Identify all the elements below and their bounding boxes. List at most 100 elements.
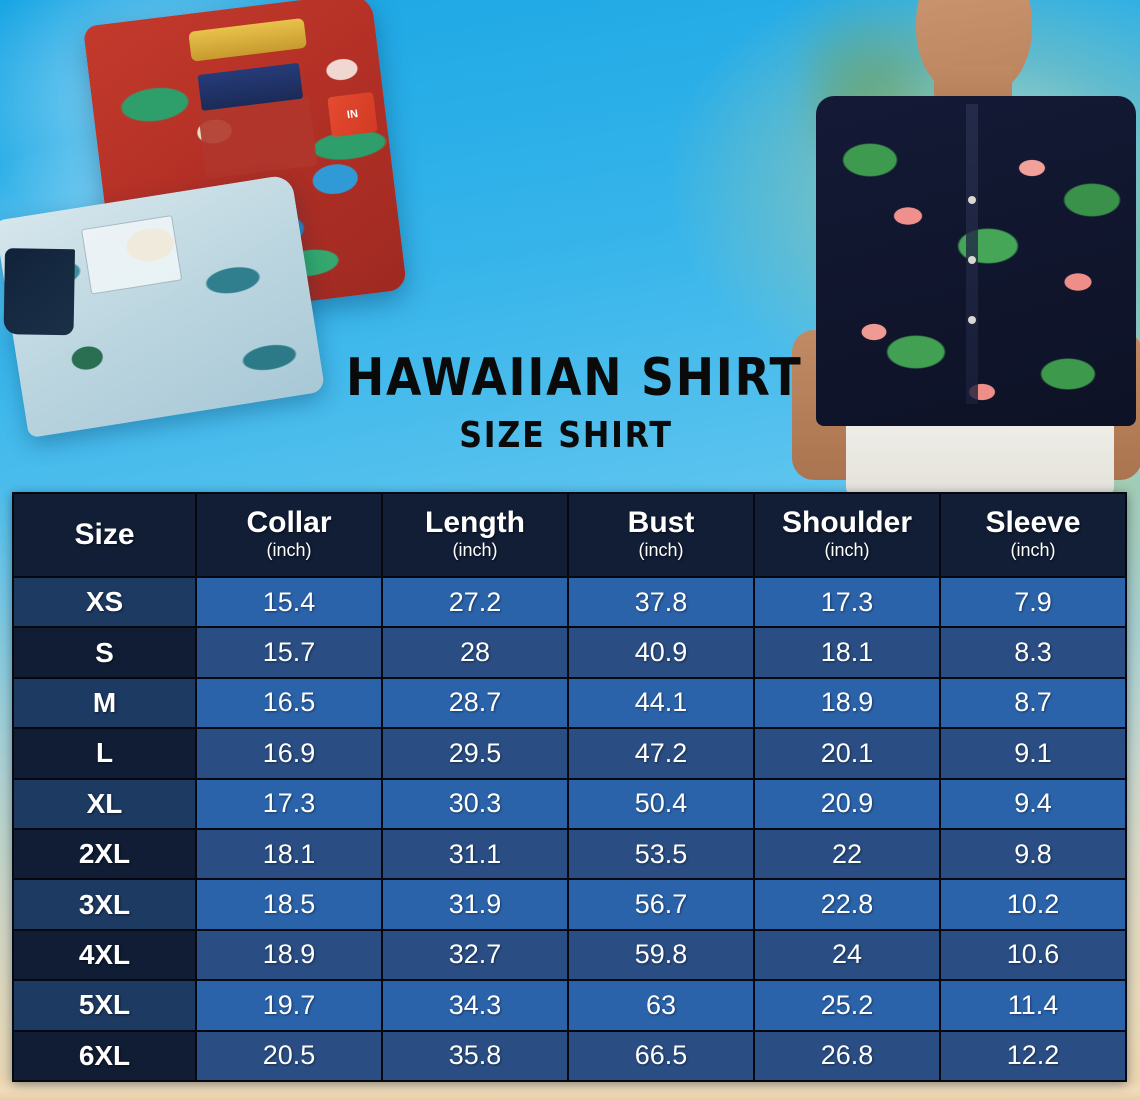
table-row: M 16.5 28.7 44.1 18.9 8.7 — [12, 676, 1127, 730]
header-unit: (inch) — [638, 540, 684, 560]
shoulder-cell: 22 — [753, 827, 941, 881]
title-main: HAWAIIAN SHIRT — [346, 348, 803, 408]
column-header-length: Length (inch) — [381, 492, 569, 578]
sleeve-cell: 10.6 — [939, 928, 1127, 982]
collar-cell: 18.9 — [195, 928, 383, 982]
length-cell: 28.7 — [381, 676, 569, 730]
header-label: Length — [425, 506, 525, 540]
header-unit: (inch) — [1010, 540, 1056, 560]
header-unit: (inch) — [824, 540, 870, 560]
length-cell: 28 — [381, 626, 569, 679]
shoulder-cell: 20.9 — [753, 777, 941, 830]
size-cell: 5XL — [12, 979, 197, 1032]
sleeve-cell: 8.3 — [939, 626, 1127, 679]
blue-hawaiian-shirt — [0, 173, 326, 439]
sleeve-cell: 7.9 — [939, 575, 1127, 629]
sleeve-cell: 11.4 — [939, 979, 1127, 1032]
bust-cell: 53.5 — [567, 827, 755, 881]
shoulder-cell: 20.1 — [753, 727, 941, 780]
header-label: Shoulder — [781, 506, 912, 540]
length-cell: 31.1 — [381, 827, 569, 881]
table-row: XS 15.4 27.2 37.8 17.3 7.9 — [12, 575, 1127, 629]
page-title: HAWAIIAN SHIRT SIZE SHIRT — [316, 352, 816, 454]
shoulder-cell: 18.1 — [753, 626, 941, 679]
bust-cell: 40.9 — [567, 626, 755, 679]
bust-cell: 47.2 — [567, 727, 755, 780]
bust-cell: 63 — [567, 979, 755, 1032]
size-cell: 3XL — [12, 878, 197, 931]
bust-cell: 44.1 — [567, 676, 755, 730]
length-cell: 35.8 — [381, 1029, 569, 1083]
column-header-collar: Collar (inch) — [195, 492, 383, 578]
shirt-collar-band — [188, 17, 308, 62]
sleeve-cell: 9.1 — [939, 727, 1127, 780]
table-row: 6XL 20.5 35.8 66.5 26.8 12.2 — [12, 1029, 1127, 1083]
table-header: Size Collar (inch) Length (inch) Bust (i… — [12, 492, 1127, 578]
header-unit: (inch) — [266, 540, 312, 560]
length-cell: 27.2 — [381, 575, 569, 629]
bust-cell: 59.8 — [567, 928, 755, 982]
table-row: S 15.7 28 40.9 18.1 8.3 — [12, 626, 1127, 679]
length-cell: 31.9 — [381, 878, 569, 931]
column-header-size: Size — [12, 492, 197, 578]
shoulder-cell: 24 — [753, 928, 941, 982]
table-row: XL 17.3 30.3 50.4 20.9 9.4 — [12, 777, 1127, 830]
size-cell: S — [12, 626, 197, 679]
header-unit: (inch) — [452, 540, 498, 560]
collar-cell: 19.7 — [195, 979, 383, 1032]
length-cell: 30.3 — [381, 777, 569, 830]
size-cell: 4XL — [12, 928, 197, 982]
sleeve-cell: 8.7 — [939, 676, 1127, 730]
table-row: 5XL 19.7 34.3 63 25.2 11.4 — [12, 979, 1127, 1032]
collar-cell: 18.5 — [195, 878, 383, 931]
bust-cell: 56.7 — [567, 878, 755, 931]
size-cell: XL — [12, 777, 197, 830]
header-label: Size — [74, 517, 135, 551]
shoulder-cell: 22.8 — [753, 878, 941, 931]
size-cell: M — [12, 676, 197, 730]
collar-cell: 18.1 — [195, 827, 383, 881]
collar-cell: 17.3 — [195, 777, 383, 830]
shirt-dark-fold — [3, 248, 76, 336]
header-row: Size Collar (inch) Length (inch) Bust (i… — [12, 492, 1127, 578]
table-row: L 16.9 29.5 47.2 20.1 9.1 — [12, 727, 1127, 780]
model-photo — [720, 0, 1140, 492]
title-sub: SIZE SHIRT — [459, 415, 673, 456]
header-label: Sleeve — [985, 506, 1081, 540]
collar-cell: 16.5 — [195, 676, 383, 730]
length-cell: 32.7 — [381, 928, 569, 982]
length-cell: 34.3 — [381, 979, 569, 1032]
size-cell: 6XL — [12, 1029, 197, 1083]
table-row: 4XL 18.9 32.7 59.8 24 10.6 — [12, 928, 1127, 982]
shirt-button-placket — [966, 104, 978, 404]
size-cell: L — [12, 727, 197, 780]
shirt-button — [968, 256, 976, 264]
column-header-bust: Bust (inch) — [567, 492, 755, 578]
shirt-pocket — [81, 215, 183, 295]
shoulder-cell: 26.8 — [753, 1029, 941, 1083]
collar-cell: 15.7 — [195, 626, 383, 679]
header-label: Bust — [627, 506, 695, 540]
sleeve-cell: 9.4 — [939, 777, 1127, 830]
collar-cell: 16.9 — [195, 727, 383, 780]
size-cell: XS — [12, 575, 197, 629]
sleeve-cell: 10.2 — [939, 878, 1127, 931]
shirt-price-tag: IN — [327, 91, 378, 138]
length-cell: 29.5 — [381, 727, 569, 780]
size-chart-table: Size Collar (inch) Length (inch) Bust (i… — [12, 492, 1127, 1083]
column-header-sleeve: Sleeve (inch) — [939, 492, 1127, 578]
sand-strip — [0, 1078, 1140, 1100]
sleeve-cell: 12.2 — [939, 1029, 1127, 1083]
shoulder-cell: 18.9 — [753, 676, 941, 730]
bust-cell: 66.5 — [567, 1029, 755, 1083]
sleeve-cell: 9.8 — [939, 827, 1127, 881]
column-header-shoulder: Shoulder (inch) — [753, 492, 941, 578]
shirt-button — [968, 316, 976, 324]
shoulder-cell: 25.2 — [753, 979, 941, 1032]
bust-cell: 37.8 — [567, 575, 755, 629]
size-chart-container: Size Collar (inch) Length (inch) Bust (i… — [12, 492, 1127, 1083]
collar-cell: 15.4 — [195, 575, 383, 629]
collar-cell: 20.5 — [195, 1029, 383, 1083]
size-cell: 2XL — [12, 827, 197, 881]
table-row: 3XL 18.5 31.9 56.7 22.8 10.2 — [12, 878, 1127, 931]
